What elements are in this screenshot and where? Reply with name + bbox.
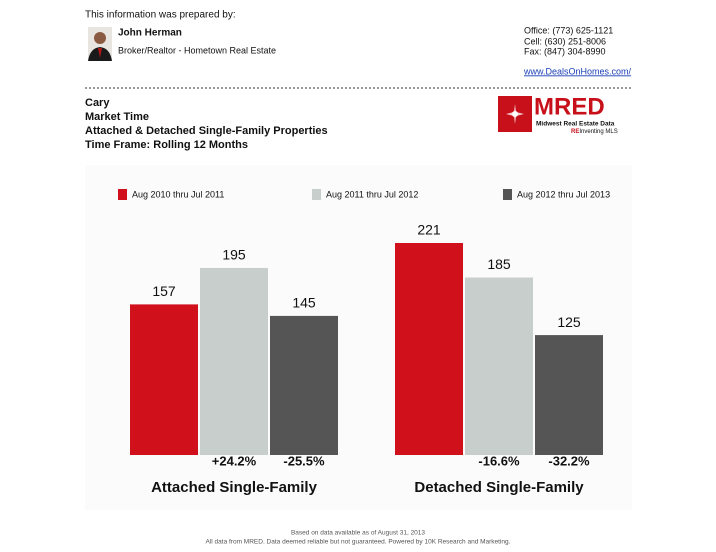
value-label: 195 <box>222 247 246 263</box>
legend-label: Aug 2011 thru Jul 2012 <box>326 189 418 199</box>
chart: Aug 2010 thru Jul 2011 Aug 2011 thru Jul … <box>118 189 610 496</box>
change-label: -16.6% <box>478 453 520 468</box>
logo-name: MRED <box>534 93 605 120</box>
legend-swatch <box>503 189 512 200</box>
footer-line: All data from MRED. Data deemed reliable… <box>206 539 511 546</box>
report-line: Time Frame: Rolling 12 Months <box>85 139 248 151</box>
change-label: -32.2% <box>548 453 590 468</box>
category-label: Attached Single-Family <box>151 479 318 496</box>
change-label: -25.5% <box>283 453 325 468</box>
value-label: 185 <box>487 256 511 272</box>
legend-label: Aug 2012 thru Jul 2013 <box>517 189 610 199</box>
agent-name: John Herman <box>118 28 182 39</box>
category-label: Detached Single-Family <box>414 479 584 496</box>
cell-phone: Cell: (630) 251-8006 <box>524 36 606 46</box>
website-link[interactable]: www.DealsOnHomes.com/ <box>523 66 632 76</box>
bar <box>465 277 533 455</box>
value-label: 125 <box>557 314 581 330</box>
legend-swatch <box>312 189 321 200</box>
office-phone: Office: (773) 625-1121 <box>524 25 613 35</box>
value-label: 145 <box>292 295 316 311</box>
logo-subtitle: Midwest Real Estate Data <box>536 121 615 128</box>
agent-photo <box>88 27 112 61</box>
prepared-by: This information was prepared by: <box>85 10 236 21</box>
bar <box>535 335 603 455</box>
fax: Fax: (847) 304-8990 <box>524 46 606 56</box>
logo: MRED Midwest Real Estate Data REInventin… <box>498 93 618 135</box>
value-label: 221 <box>417 222 441 238</box>
report-line: Attached & Detached Single-Family Proper… <box>85 125 328 137</box>
agent-title: Broker/Realtor - Hometown Real Estate <box>118 45 276 55</box>
bar <box>270 315 338 455</box>
logo-tagline-rest: Inventing MLS <box>579 129 617 135</box>
report-line: Cary <box>85 97 110 109</box>
legend-label: Aug 2010 thru Jul 2011 <box>132 189 224 199</box>
report-line: Market Time <box>85 111 149 123</box>
logo-tagline: REInventing MLS <box>571 129 618 135</box>
footer-line: Based on data available as of August 31,… <box>291 530 425 537</box>
bar <box>130 304 198 455</box>
bar <box>395 243 463 455</box>
value-label: 157 <box>152 283 176 299</box>
logo-tagline-re: RE <box>571 129 579 135</box>
change-label: +24.2% <box>212 453 257 468</box>
legend-swatch <box>118 189 127 200</box>
bar <box>200 267 268 455</box>
